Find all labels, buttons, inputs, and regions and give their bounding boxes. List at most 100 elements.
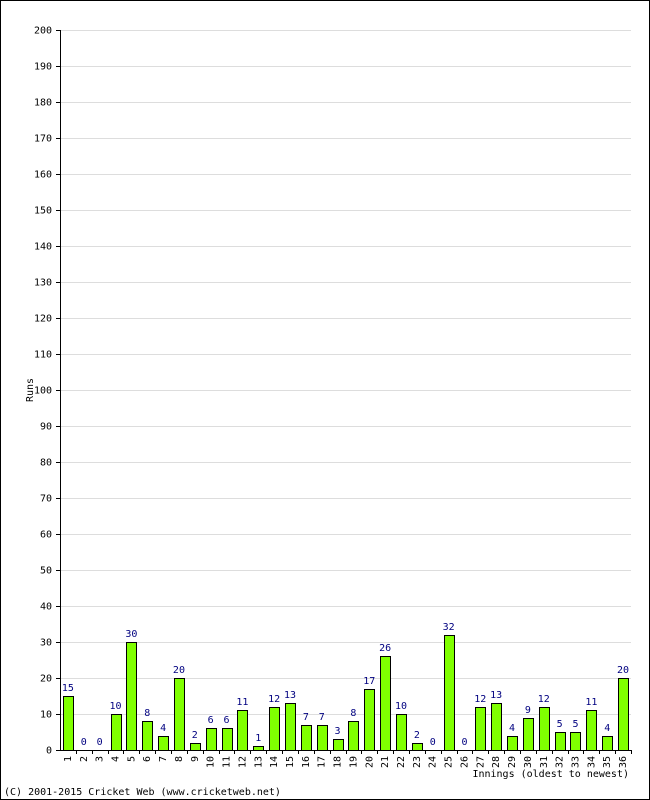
- y-tick-label: 130: [34, 278, 52, 289]
- data-label: 17: [363, 676, 375, 687]
- bar: [285, 703, 296, 751]
- y-tick-label: 150: [34, 206, 52, 217]
- data-label: 4: [509, 723, 515, 734]
- y-tick-label: 80: [40, 458, 52, 469]
- bar: [253, 746, 264, 751]
- data-label: 13: [284, 690, 296, 701]
- x-tick-label: 14: [269, 756, 280, 768]
- x-tick-label: 12: [237, 756, 248, 768]
- x-tick-label: 3: [95, 756, 106, 762]
- data-label: 7: [319, 712, 325, 723]
- bar: [507, 736, 518, 751]
- bar: [237, 710, 248, 751]
- data-label: 5: [572, 719, 578, 730]
- y-tick-label: 70: [40, 494, 52, 505]
- y-tick-label: 40: [40, 602, 52, 613]
- data-label: 7: [303, 712, 309, 723]
- x-tick-label: 16: [301, 756, 312, 768]
- x-tick-label: 31: [539, 756, 550, 768]
- x-tick-label: 20: [364, 756, 375, 768]
- y-tick-label: 50: [40, 566, 52, 577]
- data-label: 0: [81, 737, 87, 748]
- data-label: 10: [395, 701, 407, 712]
- bar: [269, 707, 280, 751]
- data-label: 13: [490, 690, 502, 701]
- data-label: 0: [461, 737, 467, 748]
- bar: [174, 678, 185, 751]
- data-label: 3: [335, 726, 341, 737]
- data-label: 9: [525, 705, 531, 716]
- y-tick-label: 30: [40, 638, 52, 649]
- bar: [348, 721, 359, 751]
- data-label: 8: [144, 708, 150, 719]
- bar: [317, 725, 328, 751]
- data-label: 30: [125, 629, 137, 640]
- data-label: 12: [538, 694, 550, 705]
- x-tick-label: 23: [412, 756, 423, 768]
- bar: [602, 736, 613, 751]
- x-tick-label: 17: [317, 756, 328, 768]
- x-tick-label: 32: [555, 756, 566, 768]
- bar: [158, 736, 169, 751]
- data-label: 32: [443, 622, 455, 633]
- bar: [301, 725, 312, 751]
- bar: [126, 642, 137, 751]
- data-label: 1: [255, 733, 261, 744]
- y-tick-labels: 0 10 20 30 40 50 60 70 80 90 100 110 120 130 140 150 160…: [34, 26, 52, 757]
- bar: [491, 703, 502, 751]
- bar: [586, 710, 597, 751]
- data-label: 5: [557, 719, 563, 730]
- y-tick-label: 100: [34, 386, 52, 397]
- y-tick-label: 10: [40, 710, 52, 721]
- x-tick-label: 11: [222, 756, 233, 768]
- x-tick-label: 33: [570, 756, 581, 768]
- bar: [539, 707, 550, 751]
- bar: [206, 728, 217, 751]
- data-label: 0: [430, 737, 436, 748]
- bar: [523, 718, 534, 751]
- copyright-text: (C) 2001-2015 Cricket Web (www.cricketwe…: [4, 787, 281, 798]
- axes: [56, 30, 632, 754]
- data-label: 15: [62, 683, 74, 694]
- data-label: 11: [236, 697, 248, 708]
- data-label: 20: [173, 665, 185, 676]
- bar: [618, 678, 629, 751]
- x-tick-label: 24: [428, 756, 439, 768]
- y-tick-label: 200: [34, 26, 52, 37]
- x-tick-label: 28: [491, 756, 502, 768]
- bar: [412, 743, 423, 751]
- x-tick-label: 18: [333, 756, 344, 768]
- bar: [380, 656, 391, 751]
- bar: [190, 743, 201, 751]
- y-axis-label: Runs: [25, 378, 36, 402]
- bar: [475, 707, 486, 751]
- bar: [364, 689, 375, 751]
- bar: [570, 732, 581, 751]
- bar: [142, 721, 153, 751]
- x-tick-label: 2: [79, 756, 90, 762]
- x-tick-label: 27: [475, 756, 486, 768]
- x-tick-label: 4: [111, 756, 122, 762]
- data-label: 26: [379, 643, 391, 654]
- x-tick-label: 30: [523, 756, 534, 768]
- x-tick-label: 10: [206, 756, 217, 768]
- y-tick-label: 90: [40, 422, 52, 433]
- x-tick-label: 36: [618, 756, 629, 768]
- y-tick-label: 20: [40, 674, 52, 685]
- data-label: 4: [160, 723, 166, 734]
- x-tick-label: 6: [142, 756, 153, 762]
- data-label: 8: [350, 708, 356, 719]
- y-tick-label: 120: [34, 314, 52, 325]
- x-tick-label: 34: [586, 756, 597, 768]
- data-label: 2: [414, 730, 420, 741]
- y-tick-label: 110: [34, 350, 52, 361]
- bars: [63, 635, 629, 751]
- bar: [396, 714, 407, 751]
- bar: [444, 635, 455, 751]
- data-label: 2: [192, 730, 198, 741]
- data-label: 20: [617, 665, 629, 676]
- data-label: 4: [604, 723, 610, 734]
